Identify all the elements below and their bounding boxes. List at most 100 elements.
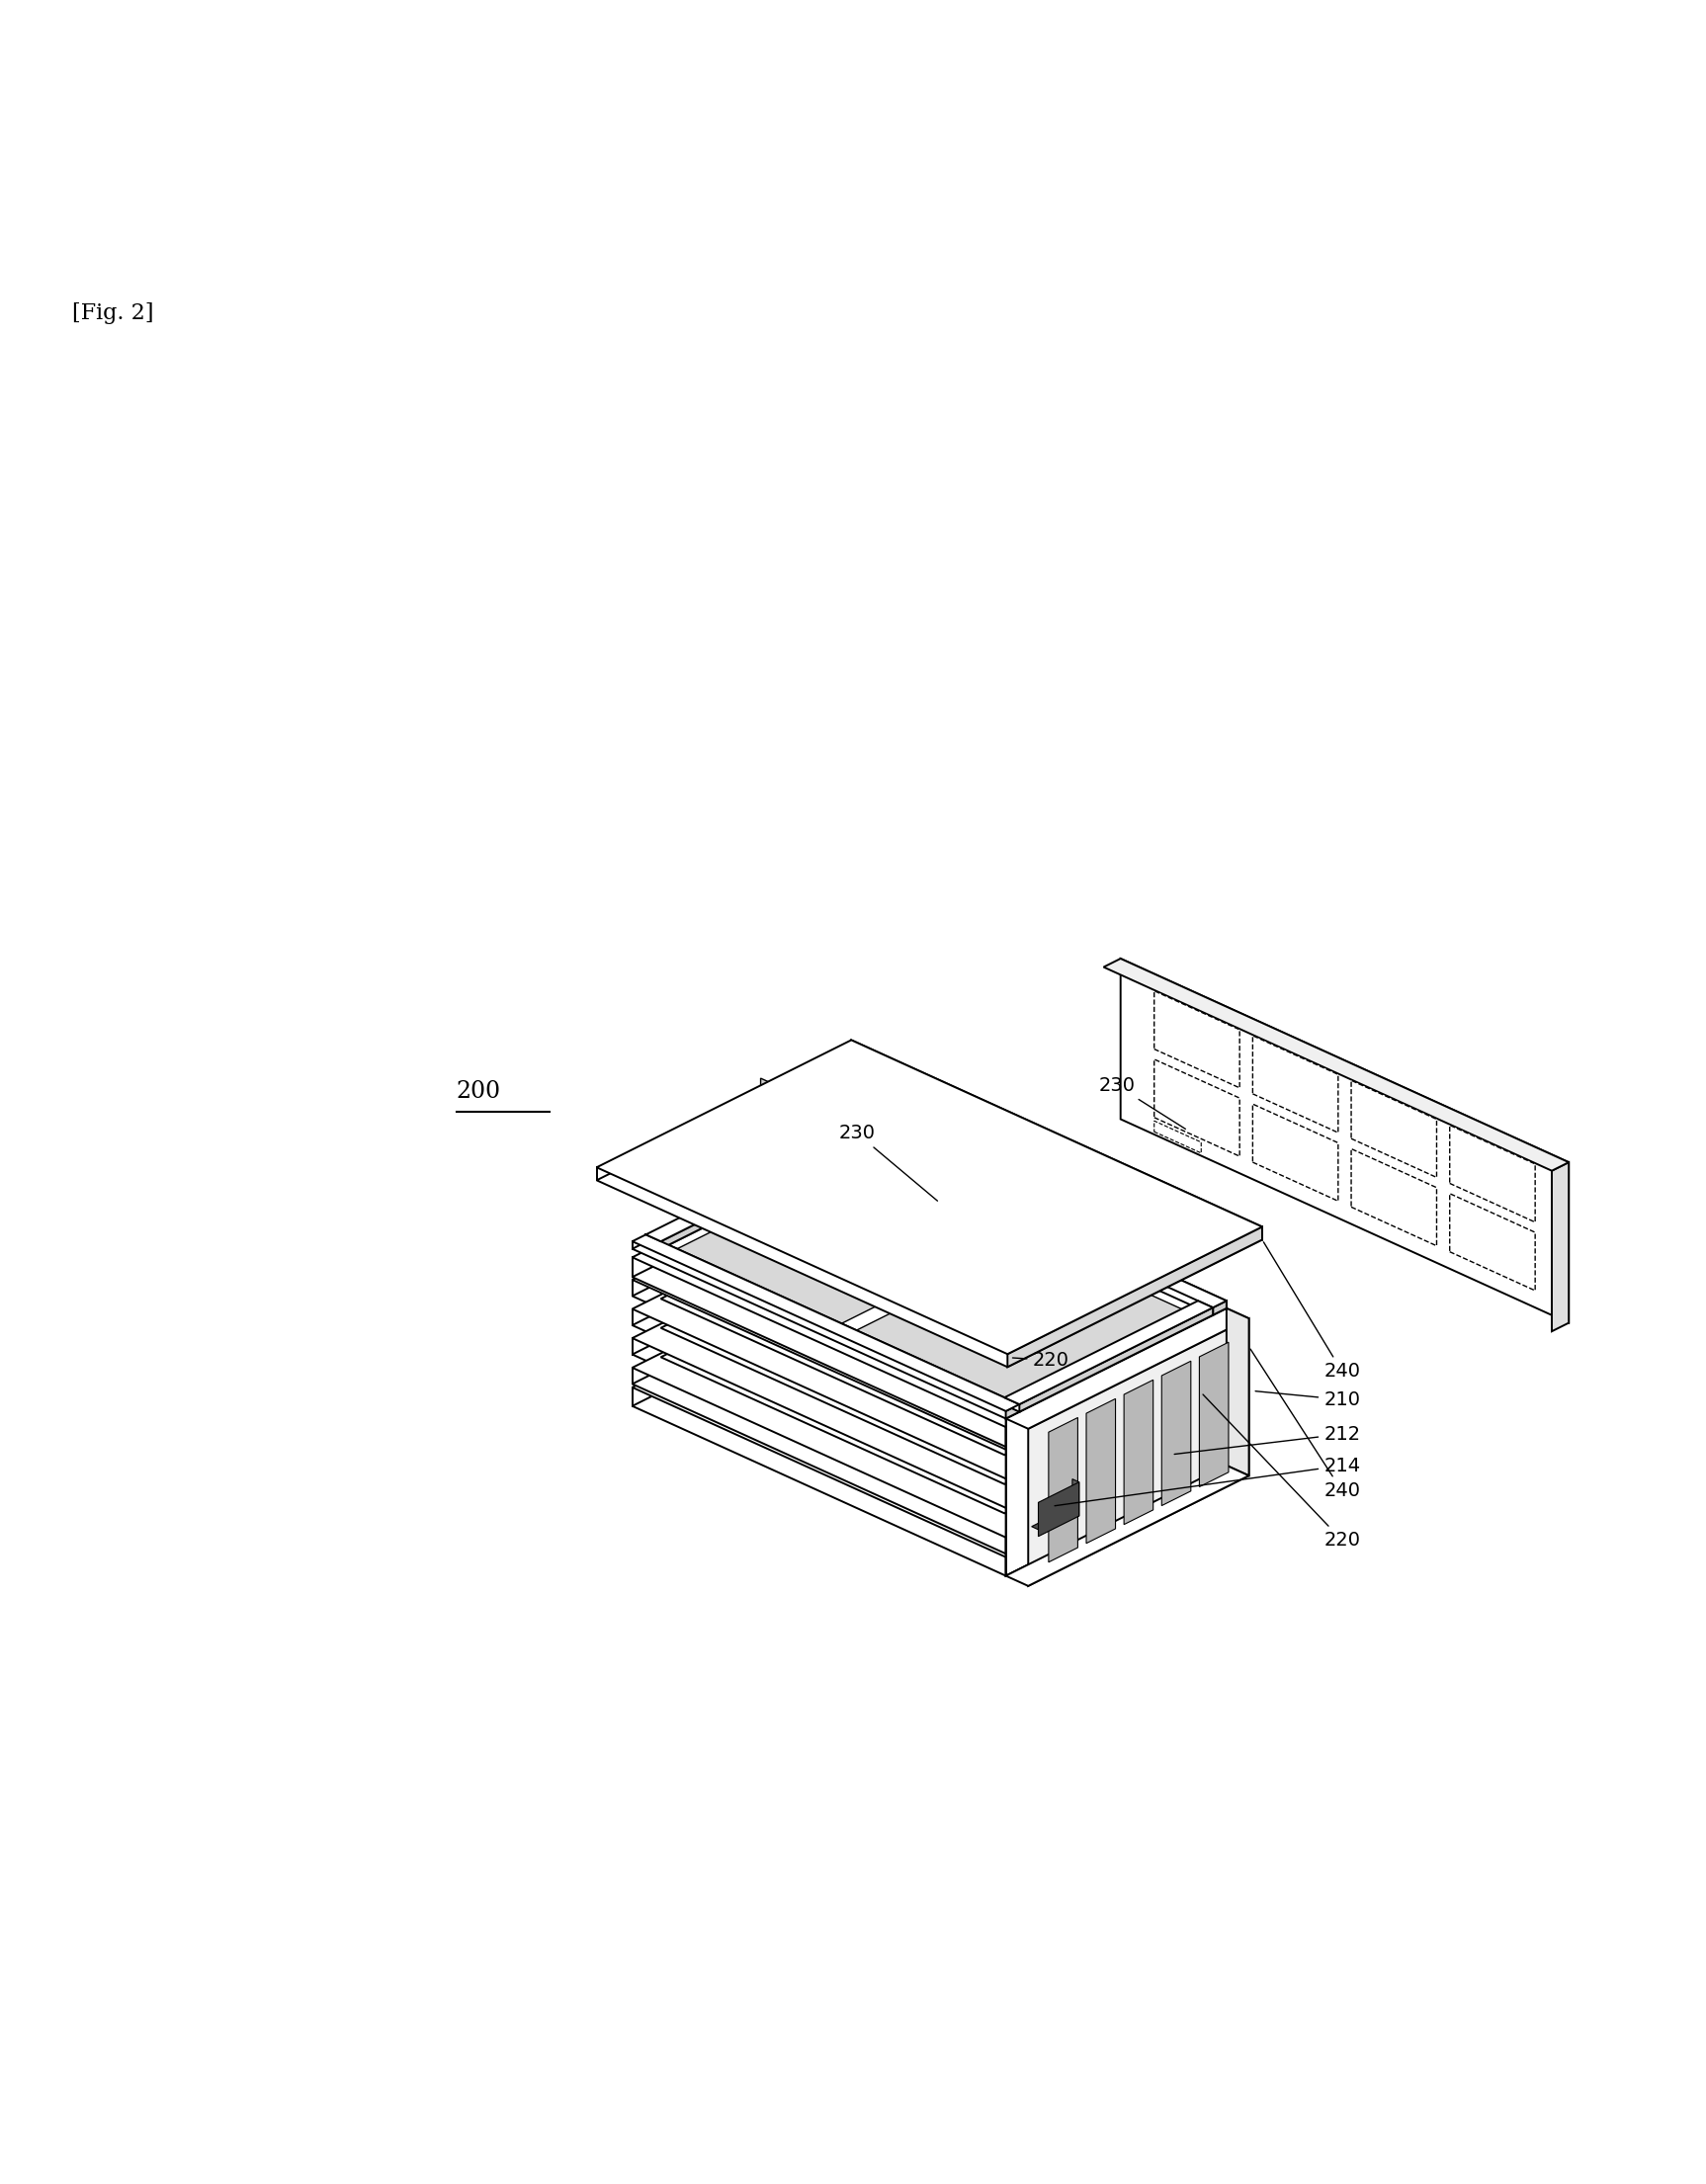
Polygon shape (633, 1295, 1227, 1577)
Polygon shape (1007, 1465, 1249, 1586)
Polygon shape (633, 1147, 1227, 1426)
Polygon shape (633, 1243, 1020, 1420)
Polygon shape (1007, 1308, 1249, 1428)
Polygon shape (647, 1234, 1020, 1411)
Polygon shape (1007, 1308, 1227, 1577)
Polygon shape (1087, 1398, 1116, 1544)
Polygon shape (1073, 1479, 1080, 1516)
Polygon shape (633, 1168, 1227, 1450)
Polygon shape (1124, 1380, 1153, 1524)
Polygon shape (633, 1278, 1227, 1557)
Polygon shape (660, 1144, 855, 1249)
Polygon shape (1005, 1302, 1213, 1404)
Polygon shape (633, 1186, 1227, 1465)
Polygon shape (1450, 1125, 1535, 1223)
Polygon shape (633, 1227, 1227, 1507)
Polygon shape (1121, 959, 1570, 1324)
Polygon shape (1007, 1339, 1227, 1465)
Polygon shape (660, 1238, 1198, 1492)
Polygon shape (1029, 1319, 1249, 1586)
Polygon shape (597, 1040, 1262, 1354)
Polygon shape (1162, 1361, 1191, 1505)
Polygon shape (812, 1221, 971, 1297)
Polygon shape (855, 1260, 1198, 1424)
Polygon shape (1020, 1308, 1213, 1411)
Polygon shape (839, 1131, 1227, 1308)
Polygon shape (660, 1201, 1198, 1455)
Polygon shape (1007, 1426, 1227, 1553)
Polygon shape (1049, 1417, 1078, 1562)
Polygon shape (839, 1138, 1227, 1315)
Polygon shape (1252, 1035, 1338, 1133)
Polygon shape (1007, 1369, 1227, 1496)
Text: +: + (964, 1289, 972, 1297)
Polygon shape (633, 1245, 1227, 1524)
Polygon shape (1005, 1358, 1198, 1463)
Polygon shape (1213, 1302, 1227, 1315)
Polygon shape (853, 1258, 1227, 1444)
Polygon shape (894, 1258, 1053, 1334)
Polygon shape (839, 1243, 1198, 1413)
Polygon shape (1007, 1404, 1020, 1420)
Polygon shape (633, 1258, 1227, 1538)
Polygon shape (1252, 1103, 1338, 1201)
Polygon shape (1007, 1446, 1227, 1577)
Polygon shape (1032, 1507, 1080, 1529)
Text: [Fig. 2]: [Fig. 2] (72, 304, 154, 325)
Polygon shape (633, 1234, 1020, 1411)
Polygon shape (839, 1138, 855, 1153)
Text: −: − (882, 1251, 889, 1260)
Polygon shape (647, 1138, 855, 1241)
Polygon shape (1351, 1149, 1436, 1245)
Polygon shape (853, 1199, 1227, 1385)
Text: 220: 220 (1203, 1393, 1360, 1548)
Polygon shape (1552, 1162, 1570, 1332)
Polygon shape (855, 1201, 1198, 1365)
Polygon shape (1155, 1059, 1240, 1155)
Polygon shape (597, 1053, 1262, 1367)
Polygon shape (1198, 1302, 1213, 1315)
Polygon shape (853, 1278, 1227, 1465)
Polygon shape (633, 1273, 1227, 1553)
Polygon shape (1227, 1308, 1249, 1476)
Polygon shape (633, 1166, 1227, 1446)
Polygon shape (660, 1160, 1018, 1332)
Polygon shape (1007, 1398, 1227, 1524)
Text: 220: 220 (1013, 1352, 1070, 1369)
Polygon shape (660, 1210, 1198, 1463)
Polygon shape (1155, 992, 1240, 1088)
Text: 210: 210 (1256, 1391, 1360, 1409)
Polygon shape (853, 1131, 1227, 1308)
Polygon shape (761, 1079, 768, 1094)
Polygon shape (660, 1232, 1198, 1485)
Polygon shape (853, 1147, 1227, 1337)
Polygon shape (853, 1227, 1227, 1413)
Polygon shape (1007, 1317, 1227, 1446)
Polygon shape (1039, 1483, 1080, 1535)
Text: 200: 200 (457, 1081, 502, 1103)
Polygon shape (1450, 1192, 1535, 1291)
Polygon shape (1008, 1227, 1262, 1367)
Polygon shape (851, 1040, 1262, 1241)
Text: 240: 240 (1264, 1243, 1360, 1380)
Polygon shape (633, 1199, 1227, 1479)
Text: 214: 214 (1054, 1457, 1360, 1505)
Polygon shape (853, 1168, 1227, 1356)
Polygon shape (1351, 1081, 1436, 1177)
Polygon shape (1104, 959, 1570, 1171)
Text: 230: 230 (839, 1125, 938, 1201)
Polygon shape (1155, 1120, 1201, 1153)
Polygon shape (660, 1260, 1198, 1514)
Polygon shape (855, 1232, 1198, 1396)
Polygon shape (1005, 1417, 1198, 1520)
Text: 240: 240 (1250, 1350, 1360, 1500)
Polygon shape (1005, 1387, 1198, 1492)
Polygon shape (660, 1269, 1198, 1520)
Text: 212: 212 (1174, 1424, 1360, 1455)
Polygon shape (896, 1265, 962, 1297)
Text: 230: 230 (1099, 1077, 1186, 1129)
Polygon shape (1005, 1308, 1213, 1411)
Polygon shape (633, 1214, 1227, 1496)
Polygon shape (1199, 1343, 1228, 1487)
Polygon shape (647, 1144, 855, 1249)
